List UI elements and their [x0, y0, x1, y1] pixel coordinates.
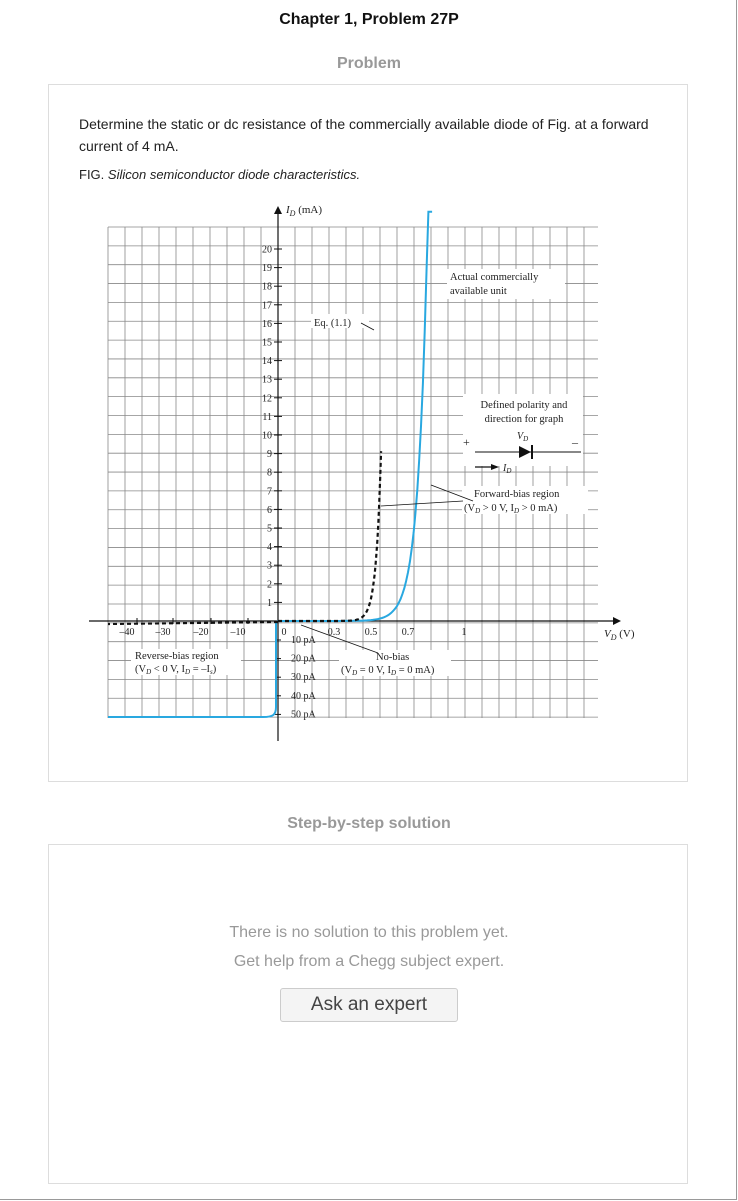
eq-label-bg	[311, 314, 369, 328]
x-tick-label: –10	[230, 627, 246, 638]
y-tick-label: 13	[262, 375, 272, 386]
y-tick-label: 20	[262, 245, 272, 256]
y-tick-label: 5	[267, 524, 272, 535]
figure-caption: FIG. Silicon semiconductor diode charact…	[79, 167, 360, 182]
forward-label-line1: Forward-bias region	[474, 489, 560, 500]
solution-card: There is no solution to this problem yet…	[48, 844, 688, 1184]
diode-symbol-triangle	[519, 446, 531, 458]
y-tick-label: 14	[262, 356, 272, 367]
y-tick-label: 2	[267, 579, 272, 590]
y-tick-label: 4	[267, 542, 272, 553]
forward-leader-2	[380, 500, 464, 507]
y-tick-label: 3	[267, 561, 272, 572]
no-solution-text: There is no solution to this problem yet…	[229, 924, 509, 941]
eq-leader	[360, 322, 375, 331]
ideal-reverse-curve	[107, 620, 279, 626]
actual-label-line2: available unit	[450, 286, 507, 297]
figure-caption-text: Silicon semiconductor diode characterist…	[107, 167, 361, 182]
figure-curves	[107, 210, 433, 718]
ideal-eq-curve	[278, 451, 383, 623]
actual-unit-curve	[278, 210, 433, 622]
solution-heading: Step-by-step solution	[287, 815, 451, 832]
y-tick-label: 9	[267, 449, 272, 460]
nobias-label-line2: (VD = 0 V, ID = 0 mA)	[341, 665, 435, 677]
neg-current-label: 10 pA	[291, 635, 317, 646]
reverse-label-bg	[131, 649, 241, 675]
figure-caption-prefix: FIG.	[79, 167, 105, 182]
neg-current-label: 20 pA	[291, 654, 317, 665]
nobias-label-line1: No-bias	[376, 652, 409, 663]
nobias-leader	[300, 624, 379, 654]
ask-an-expert-button[interactable]: Ask an expert	[280, 988, 458, 1022]
neg-current-label: 40 pA	[291, 691, 317, 702]
eq-label: Eq. (1.1)	[314, 318, 352, 329]
x-axis-arrow	[613, 617, 621, 625]
problem-text: Determine the static or dc resistance of…	[79, 116, 649, 154]
page-title: Chapter 1, Problem 27P	[279, 11, 459, 28]
y-tick-label: 8	[267, 468, 272, 479]
forward-label-line2: (VD > 0 V, ID > 0 mA)	[464, 503, 558, 515]
problem-card: Determine the static or dc resistance of…	[48, 84, 688, 782]
id-symbol: ID	[502, 463, 511, 475]
y-tick-label: 17	[262, 300, 272, 311]
y-tick-label: 1	[267, 598, 272, 609]
y-tick-label: 6	[267, 505, 272, 516]
y-tick-label: 19	[262, 263, 272, 274]
neg-current-label: 30 pA	[291, 672, 317, 683]
forward-leader-1	[430, 484, 474, 502]
reverse-label-line1: Reverse-bias region	[135, 651, 219, 662]
plus-sign: +	[463, 435, 470, 449]
x-tick-label: –40	[119, 627, 135, 638]
y-axis-label: ID (mA)	[285, 204, 322, 218]
x-tick-label: 0	[282, 627, 287, 638]
reverse-label-line2: (VD < 0 V, ID = –Is)	[135, 664, 217, 676]
y-tick-label: 16	[262, 319, 272, 330]
figure-annotations: Eq. (1.1) Actual commercially available un…	[131, 269, 588, 677]
x-tick-label: 0.5	[365, 627, 378, 638]
y-tick-label: 7	[267, 486, 272, 497]
get-help-text: Get help from a Chegg subject expert.	[233, 953, 505, 970]
x-axis-label: VD (V)	[604, 628, 635, 642]
x-tick-label: 1	[462, 627, 467, 638]
minus-sign: –	[571, 435, 579, 449]
figure-grid	[107, 226, 598, 718]
polarity-label-line1: Defined polarity and	[481, 400, 569, 411]
actual-label-line1: Actual commercially	[450, 272, 539, 283]
vd-symbol: VD	[517, 431, 528, 443]
polarity-label-line2: direction for graph	[485, 414, 564, 425]
x-tick-label: –20	[193, 627, 209, 638]
problem-heading: Problem	[336, 55, 401, 72]
actual-label-bg	[447, 269, 565, 299]
neg-current-label: 50 pA	[291, 709, 317, 720]
y-axis-arrow	[274, 206, 282, 214]
y-tick-label: 10	[262, 431, 272, 442]
nobias-label-bg	[339, 650, 451, 676]
id-arrow-head	[491, 464, 499, 470]
y-tick-label: 11	[262, 412, 272, 423]
y-tick-label: 15	[262, 338, 272, 349]
x-tick-label: –30	[155, 627, 171, 638]
reverse-bias-curve	[108, 620, 279, 718]
x-tick-label: 0.3	[328, 627, 341, 638]
y-tick-label: 12	[262, 393, 272, 404]
y-tick-label: 18	[262, 282, 272, 293]
forward-label-bg	[462, 486, 588, 514]
x-tick-label: 0.7	[402, 627, 415, 638]
